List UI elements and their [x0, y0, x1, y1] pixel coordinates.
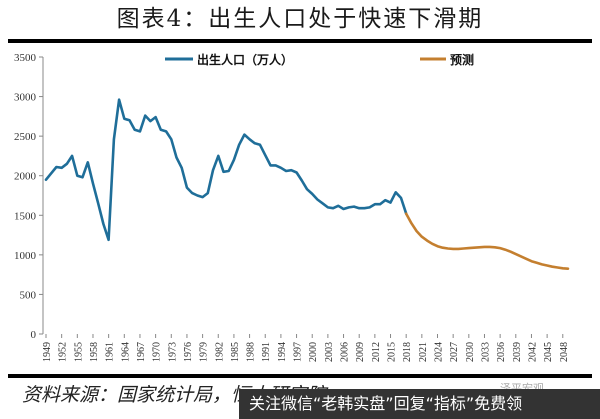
y-tick-label: 1500	[14, 210, 37, 222]
promo-banner: 关注微信“老韩实盘”回复“指标”免费领	[239, 389, 600, 419]
x-tick-label: 1985	[230, 342, 241, 362]
bottom-divider	[8, 374, 592, 378]
x-tick-label: 1997	[293, 342, 304, 362]
y-tick-label: 2000	[14, 171, 37, 183]
top-divider	[8, 39, 592, 43]
x-tick-label: 2018	[402, 342, 413, 362]
y-tick-label: 1000	[14, 250, 37, 262]
x-tick-label: 1949	[42, 342, 53, 362]
x-tick-label: 2024	[434, 342, 445, 362]
x-tick-label: 1967	[136, 342, 147, 362]
legend-actual-label: 出生人口（万人）	[197, 52, 293, 67]
legend: 出生人口（万人） 预测	[165, 52, 474, 67]
y-tick-label: 3000	[14, 92, 37, 104]
y-tick-label: 2500	[14, 131, 37, 143]
y-tick-label: 500	[20, 289, 37, 301]
plot-area	[44, 98, 570, 271]
x-tick-label: 2021	[418, 342, 429, 362]
forecast-line	[404, 212, 570, 271]
x-tick-label: 2012	[371, 342, 382, 362]
x-tick-label: 1964	[120, 342, 131, 362]
x-tick-label: 2033	[480, 342, 491, 362]
x-tick-label: 1979	[199, 342, 210, 362]
x-axis: 1949 1952 1955 1958 1961 1964 1967 1970 1973 1976…	[42, 334, 570, 362]
x-tick-label: 1952	[58, 342, 69, 362]
x-tick-label: 2009	[355, 342, 366, 362]
chart-title: 图表4：出生人口处于快速下滑期	[116, 6, 484, 32]
y-axis: 0 500 1000 1500 2000 2500 3000 3500	[14, 52, 44, 341]
legend-forecast-label: 预测	[450, 52, 474, 67]
x-tick-label: 2000	[308, 342, 319, 362]
x-tick-label: 2030	[465, 342, 476, 362]
x-tick-label: 2003	[324, 342, 335, 362]
line-chart: 0 500 1000 1500 2000 2500 3000 3500 1949 1952 195…	[14, 52, 570, 362]
x-tick-label: 2006	[340, 342, 351, 362]
x-tick-label: 1976	[183, 342, 194, 362]
x-tick-label: 2039	[512, 342, 523, 362]
y-tick-label: 0	[31, 329, 37, 341]
y-tick-label: 3500	[14, 52, 37, 64]
x-tick-label: 2027	[449, 342, 460, 362]
x-tick-label: 1994	[277, 342, 288, 362]
x-tick-label: 1958	[89, 342, 100, 362]
x-tick-label: 2042	[527, 342, 538, 362]
x-tick-label: 1988	[246, 342, 257, 362]
x-tick-label: 1991	[261, 342, 272, 362]
x-tick-label: 2036	[496, 342, 507, 362]
x-tick-label: 2045	[543, 342, 554, 362]
x-tick-label: 1970	[152, 342, 163, 362]
x-tick-label: 2048	[559, 342, 570, 362]
x-tick-label: 1961	[105, 342, 116, 362]
x-tick-label: 1973	[167, 342, 178, 362]
x-tick-label: 1982	[214, 342, 225, 362]
x-tick-label: 1955	[73, 342, 84, 362]
actual-births-line	[44, 98, 408, 242]
x-tick-label: 2015	[387, 342, 398, 362]
